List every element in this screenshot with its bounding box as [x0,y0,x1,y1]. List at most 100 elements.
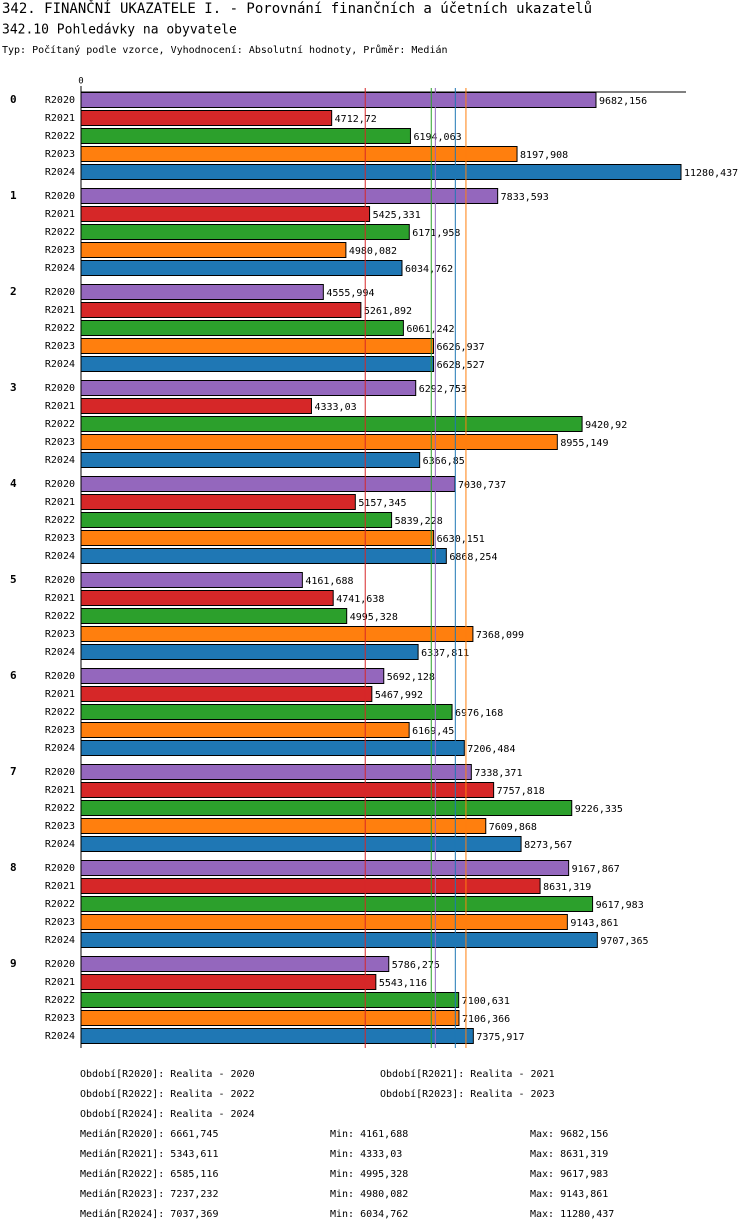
row-label: R2024 [45,647,75,658]
value-label: 6976,168 [455,708,503,719]
median-name: Medián[R2021]: [80,1148,164,1160]
row-label: R2022 [45,611,75,622]
row-label: R2022 [45,707,75,718]
value-label: 7030,737 [458,480,506,491]
row-label: R2021 [45,401,75,412]
value-label: 9226,335 [575,804,623,815]
row-label: R2023 [45,629,75,640]
chart-description: Typ: Počítaný podle vzorce, Vyhodnocení:… [2,44,448,56]
min-text: Min: 6034,762 [330,1209,408,1220]
value-label: 6626,937 [436,342,484,353]
bar [80,572,303,588]
max-value: 11280,437 [560,1209,614,1220]
row-label: R2024 [45,551,75,562]
bar [80,338,434,354]
legend-entry: Období[R2022]: Realita - 2022 [80,1088,255,1100]
row-label: R2023 [45,1013,75,1024]
value-label: 8197,908 [520,150,568,161]
value-label: 5692,128 [387,672,435,683]
median-name: Medián[R2024]: [80,1208,164,1220]
value-label: 4980,082 [349,246,397,257]
value-label: 9617,983 [596,900,644,911]
row-label: R2022 [45,227,75,238]
row-label: R2022 [45,515,75,526]
bar [80,704,453,720]
group-label: 0 [10,93,17,106]
bar [80,224,410,240]
x-tick-label: 0 [78,77,83,87]
bar [80,800,573,816]
row-label: R2023 [45,245,75,256]
row-label: R2022 [45,899,75,910]
bar [80,398,312,414]
value-label: 4995,328 [350,612,398,623]
median-text: Medián[R2022]: 6585,116 [80,1168,218,1180]
median-name: Medián[R2022]: [80,1168,164,1180]
bar [80,956,390,972]
bar [80,686,373,702]
max-value: 9617,983 [560,1169,608,1180]
bar [80,1010,460,1026]
max-value: 9682,156 [560,1129,608,1140]
value-label: 8631,319 [543,882,591,893]
median-text: Medián[R2023]: 7237,232 [80,1188,218,1200]
row-label: R2023 [45,533,75,544]
row-label: R2024 [45,1031,75,1042]
bar [80,494,356,510]
row-label: R2024 [45,359,75,370]
value-label: 8273,567 [524,840,572,851]
bar [80,932,598,948]
bar [80,380,417,396]
bar [80,434,558,450]
value-label: 6628,527 [437,360,485,371]
value-label: 4741,638 [336,594,384,605]
bar [80,284,324,300]
median-value: 7037,369 [170,1209,218,1220]
value-label: 7338,371 [474,768,522,779]
row-label: R2020 [45,479,75,490]
bar [80,164,682,180]
row-label: R2021 [45,113,75,124]
row-label: R2021 [45,209,75,220]
value-label: 7100,631 [462,996,510,1007]
row-label: R2024 [45,743,75,754]
min-value: 4161,688 [360,1129,408,1140]
min-name: Min: [330,1169,354,1180]
bar [80,590,334,606]
row-label: R2021 [45,305,75,316]
chart-subtitle: 342.10 Pohledávky na obyvatele [2,23,237,38]
value-label: 6169,45 [412,726,454,737]
value-label: 6630,151 [437,534,485,545]
row-label: R2023 [45,821,75,832]
bar [80,548,447,564]
max-text: Max: 9682,156 [530,1129,608,1140]
value-label: 4555,994 [326,288,374,299]
value-label: 7833,593 [501,192,549,203]
row-label: R2021 [45,881,75,892]
group-label: 4 [10,477,17,490]
row-label: R2020 [45,383,75,394]
bar [80,860,570,876]
median-text: Medián[R2024]: 7037,369 [80,1208,218,1220]
median-name: Medián[R2020]: [80,1128,164,1140]
min-name: Min: [330,1129,354,1140]
median-value: 7237,232 [170,1189,218,1200]
value-label: 5839,228 [395,516,443,527]
row-label: R2022 [45,131,75,142]
max-name: Max: [530,1149,554,1160]
bar [80,896,594,912]
bar [80,974,377,990]
min-name: Min: [330,1209,354,1220]
median-value: 6585,116 [170,1169,218,1180]
bar [80,242,347,258]
row-label: R2023 [45,149,75,160]
chart-title: 342. FINANČNÍ UKAZATELE I. - Porovnání f… [2,0,592,17]
row-label: R2021 [45,785,75,796]
row-label: R2024 [45,263,75,274]
min-text: Min: 4161,688 [330,1129,408,1140]
median-text: Medián[R2020]: 6661,745 [80,1128,218,1140]
min-value: 4333,03 [360,1149,402,1160]
max-name: Max: [530,1129,554,1140]
row-label: R2022 [45,995,75,1006]
group-label: 8 [10,861,17,874]
